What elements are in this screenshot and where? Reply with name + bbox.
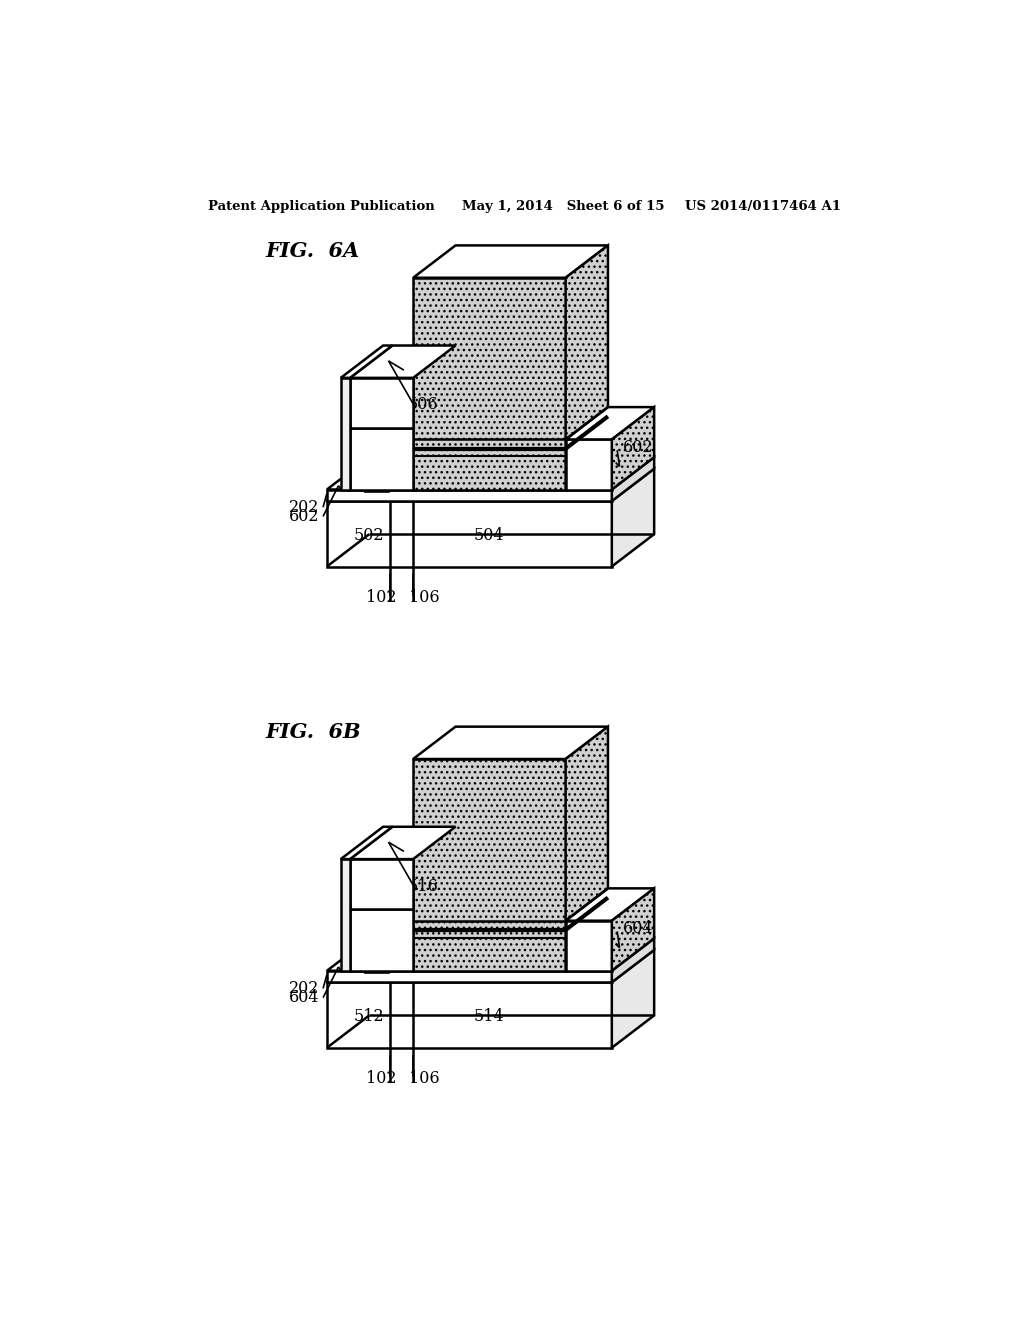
- Polygon shape: [565, 726, 608, 970]
- Polygon shape: [350, 859, 413, 909]
- Text: FIG.  6A: FIG. 6A: [265, 240, 359, 261]
- Text: 504: 504: [473, 527, 504, 544]
- Polygon shape: [565, 888, 654, 921]
- Polygon shape: [341, 826, 392, 859]
- Polygon shape: [350, 346, 456, 378]
- Polygon shape: [565, 440, 611, 490]
- Text: 106: 106: [410, 1071, 440, 1088]
- Polygon shape: [611, 939, 654, 982]
- Text: US 2014/0117464 A1: US 2014/0117464 A1: [685, 199, 841, 213]
- Text: 412: 412: [361, 958, 392, 975]
- Polygon shape: [327, 982, 611, 1048]
- Text: FIG.  6B: FIG. 6B: [265, 722, 360, 742]
- Polygon shape: [611, 888, 654, 970]
- Text: 106: 106: [410, 589, 440, 606]
- Text: 604: 604: [289, 989, 319, 1006]
- Polygon shape: [350, 378, 413, 428]
- Polygon shape: [327, 457, 654, 490]
- Polygon shape: [327, 469, 654, 502]
- Polygon shape: [413, 246, 608, 277]
- Polygon shape: [327, 950, 654, 982]
- Text: 404: 404: [361, 477, 392, 494]
- Polygon shape: [565, 407, 654, 440]
- Polygon shape: [565, 246, 608, 490]
- Text: 202: 202: [289, 499, 319, 516]
- Text: 514: 514: [473, 1008, 504, 1026]
- Polygon shape: [327, 939, 654, 970]
- Polygon shape: [350, 428, 413, 490]
- Polygon shape: [327, 490, 611, 502]
- Text: 604: 604: [624, 920, 654, 937]
- Text: 406: 406: [361, 430, 392, 447]
- Polygon shape: [565, 921, 611, 970]
- Text: Patent Application Publication: Patent Application Publication: [208, 199, 434, 213]
- Text: 602: 602: [289, 508, 319, 525]
- Text: 414: 414: [361, 912, 392, 929]
- Text: 502: 502: [354, 527, 384, 544]
- Text: 202: 202: [289, 979, 319, 997]
- Text: 516: 516: [408, 878, 438, 895]
- Polygon shape: [341, 346, 392, 378]
- Polygon shape: [611, 469, 654, 566]
- Polygon shape: [413, 277, 565, 490]
- Polygon shape: [350, 826, 456, 859]
- Polygon shape: [413, 726, 608, 759]
- Polygon shape: [327, 970, 611, 982]
- Polygon shape: [341, 859, 350, 970]
- Polygon shape: [413, 759, 565, 970]
- Text: 102: 102: [366, 589, 396, 606]
- Text: 602: 602: [624, 438, 654, 455]
- Text: 512: 512: [354, 1008, 385, 1026]
- Text: 506: 506: [408, 396, 438, 413]
- Polygon shape: [327, 502, 611, 566]
- Polygon shape: [611, 950, 654, 1048]
- Polygon shape: [611, 457, 654, 502]
- Polygon shape: [611, 407, 654, 490]
- Polygon shape: [341, 378, 350, 490]
- Text: May 1, 2014   Sheet 6 of 15: May 1, 2014 Sheet 6 of 15: [462, 199, 665, 213]
- Polygon shape: [350, 909, 413, 970]
- Text: 102: 102: [366, 1071, 396, 1088]
